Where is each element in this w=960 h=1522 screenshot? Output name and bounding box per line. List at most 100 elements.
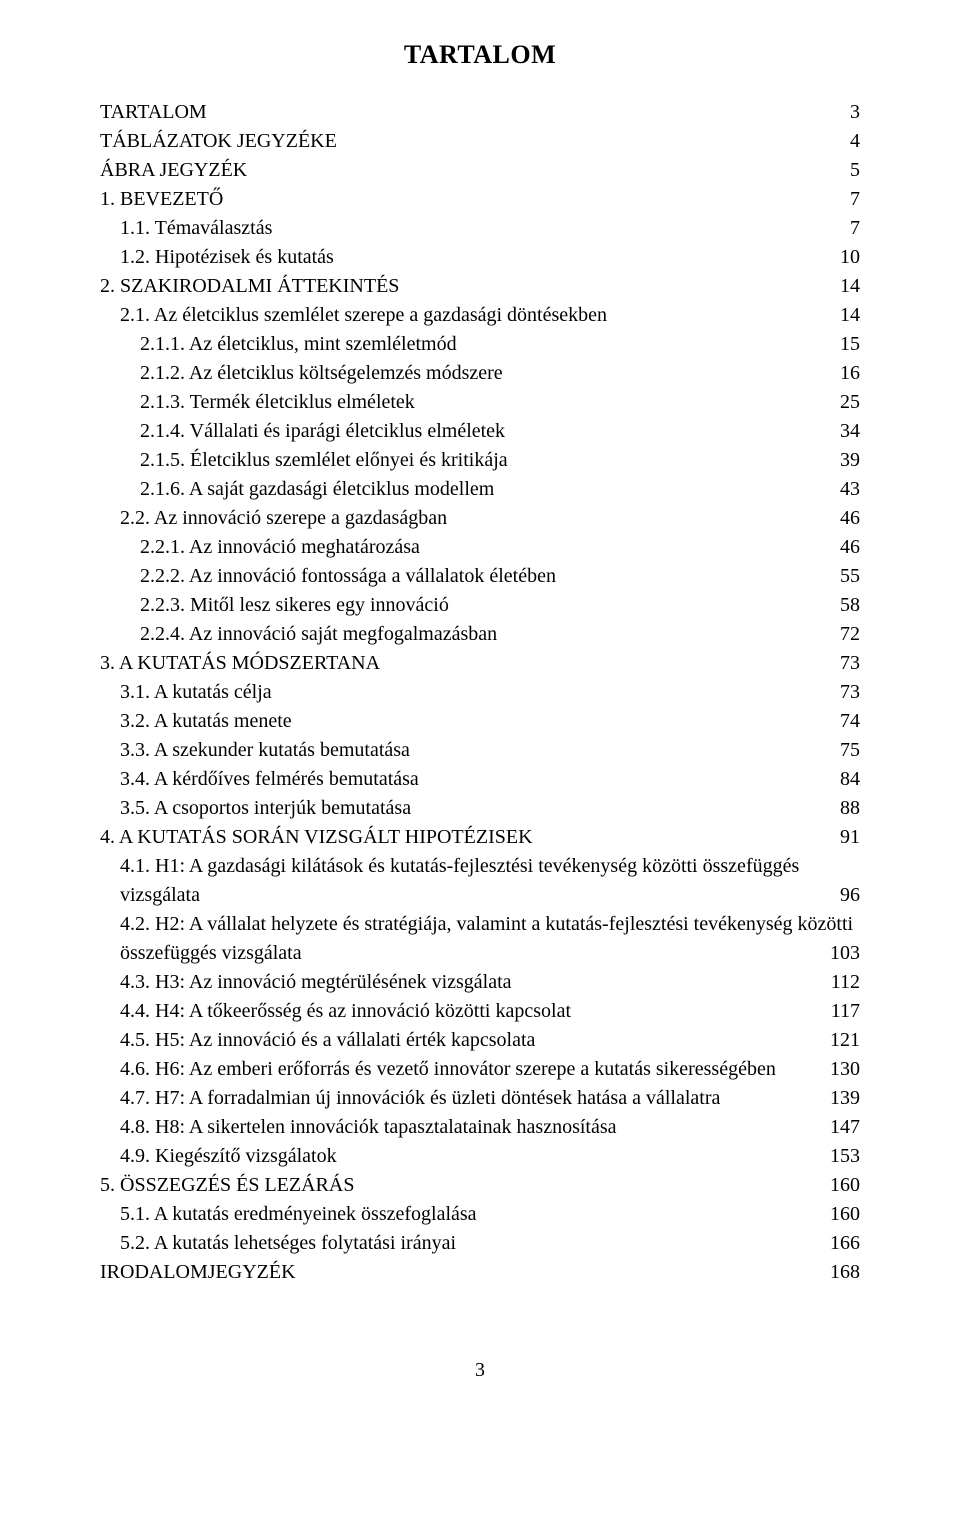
toc-entry: TARTALOM3 <box>100 98 860 127</box>
toc-entry: 4.3. H3: Az innováció megtérülésének viz… <box>100 968 860 997</box>
toc-entry-line2: vizsgálata 96 <box>120 881 860 910</box>
toc-entry: 2. SZAKIRODALMI ÁTTEKINTÉS 14 <box>100 272 860 301</box>
toc-label: 4.3. H3: Az innováció megtérülésének viz… <box>120 968 512 997</box>
toc-page-number: 130 <box>830 1055 860 1084</box>
toc-entry: 2.1.6. A saját gazdasági életciklus mode… <box>100 475 860 504</box>
toc-page-number: 168 <box>830 1258 860 1287</box>
toc-label: 3. A KUTATÁS MÓDSZERTANA <box>100 649 380 678</box>
toc-page-number: 16 <box>840 359 860 388</box>
toc-entry: IRODALOMJEGYZÉK 168 <box>100 1258 860 1287</box>
toc-label: 2.2.4. Az innováció saját megfogalmazásb… <box>140 620 497 649</box>
toc-entry: 2.2. Az innováció szerepe a gazdaságban 4… <box>100 504 860 533</box>
toc-page-number: 117 <box>831 997 860 1026</box>
toc-page-number: 43 <box>840 475 860 504</box>
toc-label: 4.8. H8: A sikertelen innovációk tapaszt… <box>120 1113 617 1142</box>
toc-page-number: 72 <box>840 620 860 649</box>
toc-label: 3.2. A kutatás menete <box>120 707 292 736</box>
toc-label: 4.6. H6: Az emberi erőforrás és vezető i… <box>120 1055 776 1084</box>
toc-entry: 4.4. H4: A tőkeerősség és az innováció k… <box>100 997 860 1026</box>
toc-entry: 4. A KUTATÁS SORÁN VIZSGÁLT HIPOTÉZISEK 9… <box>100 823 860 852</box>
toc-page-number: 153 <box>830 1142 860 1171</box>
toc-label: 4.4. H4: A tőkeerősség és az innováció k… <box>120 997 571 1026</box>
toc-label: 4.7. H7: A forradalmian új innovációk és… <box>120 1084 720 1113</box>
toc-label: 3.1. A kutatás célja <box>120 678 272 707</box>
toc-entry: 2.1.3. Termék életciklus elméletek25 <box>100 388 860 417</box>
toc-label: 1. BEVEZETŐ <box>100 185 223 214</box>
table-of-contents: TARTALOM3TÁBLÁZATOK JEGYZÉKE4ÁBRA JEGYZÉ… <box>100 98 860 1287</box>
toc-entry: 2.1.2. Az életciklus költségelemzés móds… <box>100 359 860 388</box>
toc-entry: TÁBLÁZATOK JEGYZÉKE4 <box>100 127 860 156</box>
toc-label: 2.1.6. A saját gazdasági életciklus mode… <box>140 475 494 504</box>
document-page: TARTALOM TARTALOM3TÁBLÁZATOK JEGYZÉKE4ÁB… <box>0 0 960 1432</box>
toc-entry: 4.6. H6: Az emberi erőforrás és vezető i… <box>100 1055 860 1084</box>
toc-entry: 3. A KUTATÁS MÓDSZERTANA 73 <box>100 649 860 678</box>
toc-entry: 2.2.3. Mitől lesz sikeres egy innováció 5… <box>100 591 860 620</box>
toc-label: 2.2.2. Az innováció fontossága a vállala… <box>140 562 556 591</box>
toc-label: 5.2. A kutatás lehetséges folytatási irá… <box>120 1229 456 1258</box>
toc-label: 2.1.1. Az életciklus, mint szemléletmód <box>140 330 457 359</box>
toc-entry: 4.1. H1: A gazdasági kilátások és kutatá… <box>100 852 860 910</box>
toc-entry: 2.1.4. Vállalati és iparági életciklus e… <box>100 417 860 446</box>
toc-page-number: 74 <box>840 707 860 736</box>
toc-label: 2.1.4. Vállalati és iparági életciklus e… <box>140 417 505 446</box>
toc-label: 4.5. H5: Az innováció és a vállalati ért… <box>120 1026 535 1055</box>
toc-entry: 4.7. H7: A forradalmian új innovációk és… <box>100 1084 860 1113</box>
toc-label: 2.1.2. Az életciklus költségelemzés móds… <box>140 359 503 388</box>
toc-page-number: 58 <box>840 591 860 620</box>
toc-page-number: 75 <box>840 736 860 765</box>
toc-entry: 5. ÖSSZEGZÉS ÉS LEZÁRÁS160 <box>100 1171 860 1200</box>
toc-label: 3.5. A csoportos interjúk bemutatása <box>120 794 411 823</box>
toc-page-number: 91 <box>840 823 860 852</box>
toc-page-number: 14 <box>840 272 860 301</box>
toc-label: 2. SZAKIRODALMI ÁTTEKINTÉS <box>100 272 399 301</box>
toc-page-number: 166 <box>830 1229 860 1258</box>
toc-label: 4.9. Kiegészítő vizsgálatok <box>120 1142 337 1171</box>
toc-label: 4. A KUTATÁS SORÁN VIZSGÁLT HIPOTÉZISEK <box>100 823 533 852</box>
toc-label: 4.2. H2: A vállalat helyzete és stratégi… <box>120 910 860 939</box>
toc-entry: 5.2. A kutatás lehetséges folytatási irá… <box>100 1229 860 1258</box>
toc-entry: 1.2. Hipotézisek és kutatás 10 <box>100 243 860 272</box>
toc-page-number: 84 <box>840 765 860 794</box>
toc-label: 2.1.5. Életciklus szemlélet előnyei és k… <box>140 446 508 475</box>
toc-entry: 1.1. Témaválasztás7 <box>100 214 860 243</box>
toc-entry: 2.1.5. Életciklus szemlélet előnyei és k… <box>100 446 860 475</box>
toc-page-number: 46 <box>840 533 860 562</box>
toc-page-number: 139 <box>830 1084 860 1113</box>
toc-label: IRODALOMJEGYZÉK <box>100 1258 296 1287</box>
toc-label: 2.2. Az innováció szerepe a gazdaságban <box>120 504 447 533</box>
toc-page-number: 73 <box>840 649 860 678</box>
toc-entry: 2.1.1. Az életciklus, mint szemléletmód1… <box>100 330 860 359</box>
toc-page-number: 96 <box>840 881 860 910</box>
toc-label: TARTALOM <box>100 98 207 127</box>
toc-label: 5. ÖSSZEGZÉS ÉS LEZÁRÁS <box>100 1171 354 1200</box>
toc-page-number: 121 <box>830 1026 860 1055</box>
toc-label: vizsgálata <box>120 881 200 910</box>
toc-entry-line2: összefüggés vizsgálata 103 <box>120 939 860 968</box>
toc-entry: 2.2.4. Az innováció saját megfogalmazásb… <box>100 620 860 649</box>
toc-label: 2.2.3. Mitől lesz sikeres egy innováció <box>140 591 449 620</box>
toc-label: 2.2.1. Az innováció meghatározása <box>140 533 420 562</box>
toc-label: összefüggés vizsgálata <box>120 939 302 968</box>
toc-entry: 2.1. Az életciklus szemlélet szerepe a g… <box>100 301 860 330</box>
toc-page-number: 46 <box>840 504 860 533</box>
toc-page-number: 55 <box>840 562 860 591</box>
toc-page-number: 147 <box>830 1113 860 1142</box>
toc-entry: 4.8. H8: A sikertelen innovációk tapaszt… <box>100 1113 860 1142</box>
toc-page-number: 10 <box>840 243 860 272</box>
toc-entry: 4.2. H2: A vállalat helyzete és stratégi… <box>100 910 860 968</box>
toc-entry: 3.1. A kutatás célja73 <box>100 678 860 707</box>
toc-label: ÁBRA JEGYZÉK <box>100 156 247 185</box>
toc-label: TÁBLÁZATOK JEGYZÉKE <box>100 127 337 156</box>
toc-page-number: 14 <box>840 301 860 330</box>
toc-page-number: 103 <box>830 939 860 968</box>
toc-entry: 4.5. H5: Az innováció és a vállalati ért… <box>100 1026 860 1055</box>
toc-entry: 2.2.2. Az innováció fontossága a vállala… <box>100 562 860 591</box>
toc-label: 3.3. A szekunder kutatás bemutatása <box>120 736 410 765</box>
toc-page-number: 7 <box>850 185 860 214</box>
toc-label: 5.1. A kutatás eredményeinek összefoglal… <box>120 1200 477 1229</box>
toc-page-number: 88 <box>840 794 860 823</box>
toc-entry: 3.5. A csoportos interjúk bemutatása 88 <box>100 794 860 823</box>
toc-page-number: 112 <box>831 968 860 997</box>
toc-label: 1.2. Hipotézisek és kutatás <box>120 243 334 272</box>
toc-entry: 4.9. Kiegészítő vizsgálatok 153 <box>100 1142 860 1171</box>
